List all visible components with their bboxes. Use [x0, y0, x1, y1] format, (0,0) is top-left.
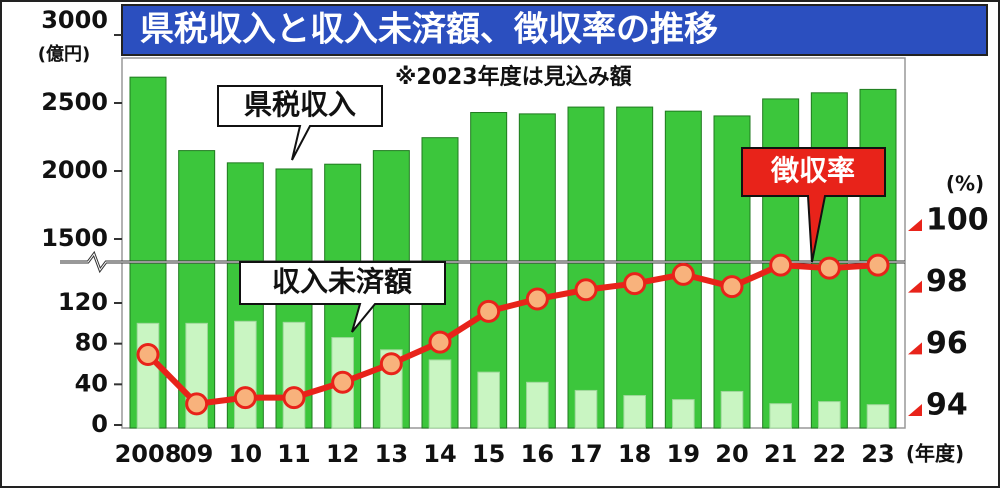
callout-label: 徴収率 — [770, 154, 855, 187]
y2-unit: (%) — [946, 172, 984, 196]
rate-point — [671, 262, 695, 286]
y2-tick — [908, 342, 922, 355]
x-tick-label: 10 — [229, 440, 262, 468]
x-tick-label: 17 — [569, 440, 602, 468]
x-tick-label: 18 — [618, 440, 651, 468]
bar — [567, 106, 605, 429]
title-bar — [121, 4, 988, 56]
y2-tick — [908, 404, 922, 416]
y-unit: (億円) — [38, 43, 90, 65]
x-tick-label: 23 — [861, 440, 894, 468]
bar — [818, 401, 841, 429]
bar — [518, 113, 556, 429]
y2-tick — [908, 280, 922, 293]
rate-point — [428, 330, 452, 354]
rate-point — [331, 370, 355, 394]
rate-point — [623, 272, 647, 296]
bar — [477, 371, 500, 429]
rate-point — [379, 352, 403, 376]
callout-label: 収入未済額 — [272, 265, 412, 298]
rate-point — [136, 343, 160, 366]
x-tick-label: 22 — [813, 440, 846, 468]
y-lower-tick-label: 80 — [75, 329, 108, 357]
y2-tick — [908, 219, 922, 231]
bar — [616, 106, 654, 429]
rate-point — [233, 386, 257, 410]
y-lower-tick-label: 0 — [91, 410, 108, 438]
y2-tick-label: 100 — [926, 203, 989, 238]
y-lower-tick-label: 120 — [58, 288, 108, 316]
rate-line — [145, 262, 879, 407]
y-tick-label: 3000 — [41, 6, 108, 34]
note: ※2023年度は見込み額 — [395, 64, 632, 90]
y-lower-tick-label: 40 — [75, 369, 108, 397]
x-tick-label: 13 — [375, 440, 408, 468]
bar — [428, 359, 452, 429]
bar — [866, 404, 890, 429]
bar — [623, 395, 646, 429]
x-tick-label: 19 — [667, 440, 700, 468]
callout-revenue — [217, 85, 383, 161]
bar — [526, 381, 549, 429]
x-tick-label: 14 — [423, 440, 456, 468]
bar — [672, 399, 695, 429]
y2-tick-label: 96 — [926, 326, 968, 361]
rate-point — [477, 299, 501, 323]
rate-point — [282, 386, 306, 410]
y-tick-label: 1500 — [41, 224, 108, 252]
x-tick-label: 09 — [180, 440, 213, 468]
rate-point — [525, 287, 549, 311]
bar — [769, 403, 792, 429]
x-tick-label: 12 — [326, 440, 359, 468]
x-tick-label: 2008 — [115, 440, 182, 468]
rate-point — [574, 278, 598, 302]
y-tick-label: 2500 — [41, 88, 108, 116]
rate-point — [817, 256, 841, 280]
rate-point — [720, 275, 744, 299]
bar — [574, 389, 598, 429]
bar — [136, 322, 160, 429]
x-tick-label: 15 — [472, 440, 505, 468]
bar — [859, 88, 897, 429]
x-tick-label: 16 — [521, 440, 554, 468]
x-unit: (年度) — [906, 442, 964, 466]
rate-point — [769, 253, 793, 277]
bar — [234, 320, 257, 429]
y-tick-label: 2000 — [41, 156, 108, 184]
rate-point — [866, 253, 890, 277]
x-tick-label: 20 — [715, 440, 748, 468]
bar — [720, 390, 744, 429]
chart-title: 県税収入と収入未済額、徴収率の推移 — [140, 10, 718, 50]
rate-point — [185, 392, 209, 416]
callout-label: 県税収入 — [244, 88, 356, 121]
y2-tick-label: 94 — [926, 388, 968, 423]
x-tick-label: 11 — [277, 440, 310, 468]
x-tick-label: 21 — [764, 440, 797, 468]
y2-tick-label: 98 — [926, 264, 968, 299]
bar — [282, 321, 306, 429]
callout-rate — [741, 147, 886, 263]
callout-unpaid — [239, 261, 446, 333]
